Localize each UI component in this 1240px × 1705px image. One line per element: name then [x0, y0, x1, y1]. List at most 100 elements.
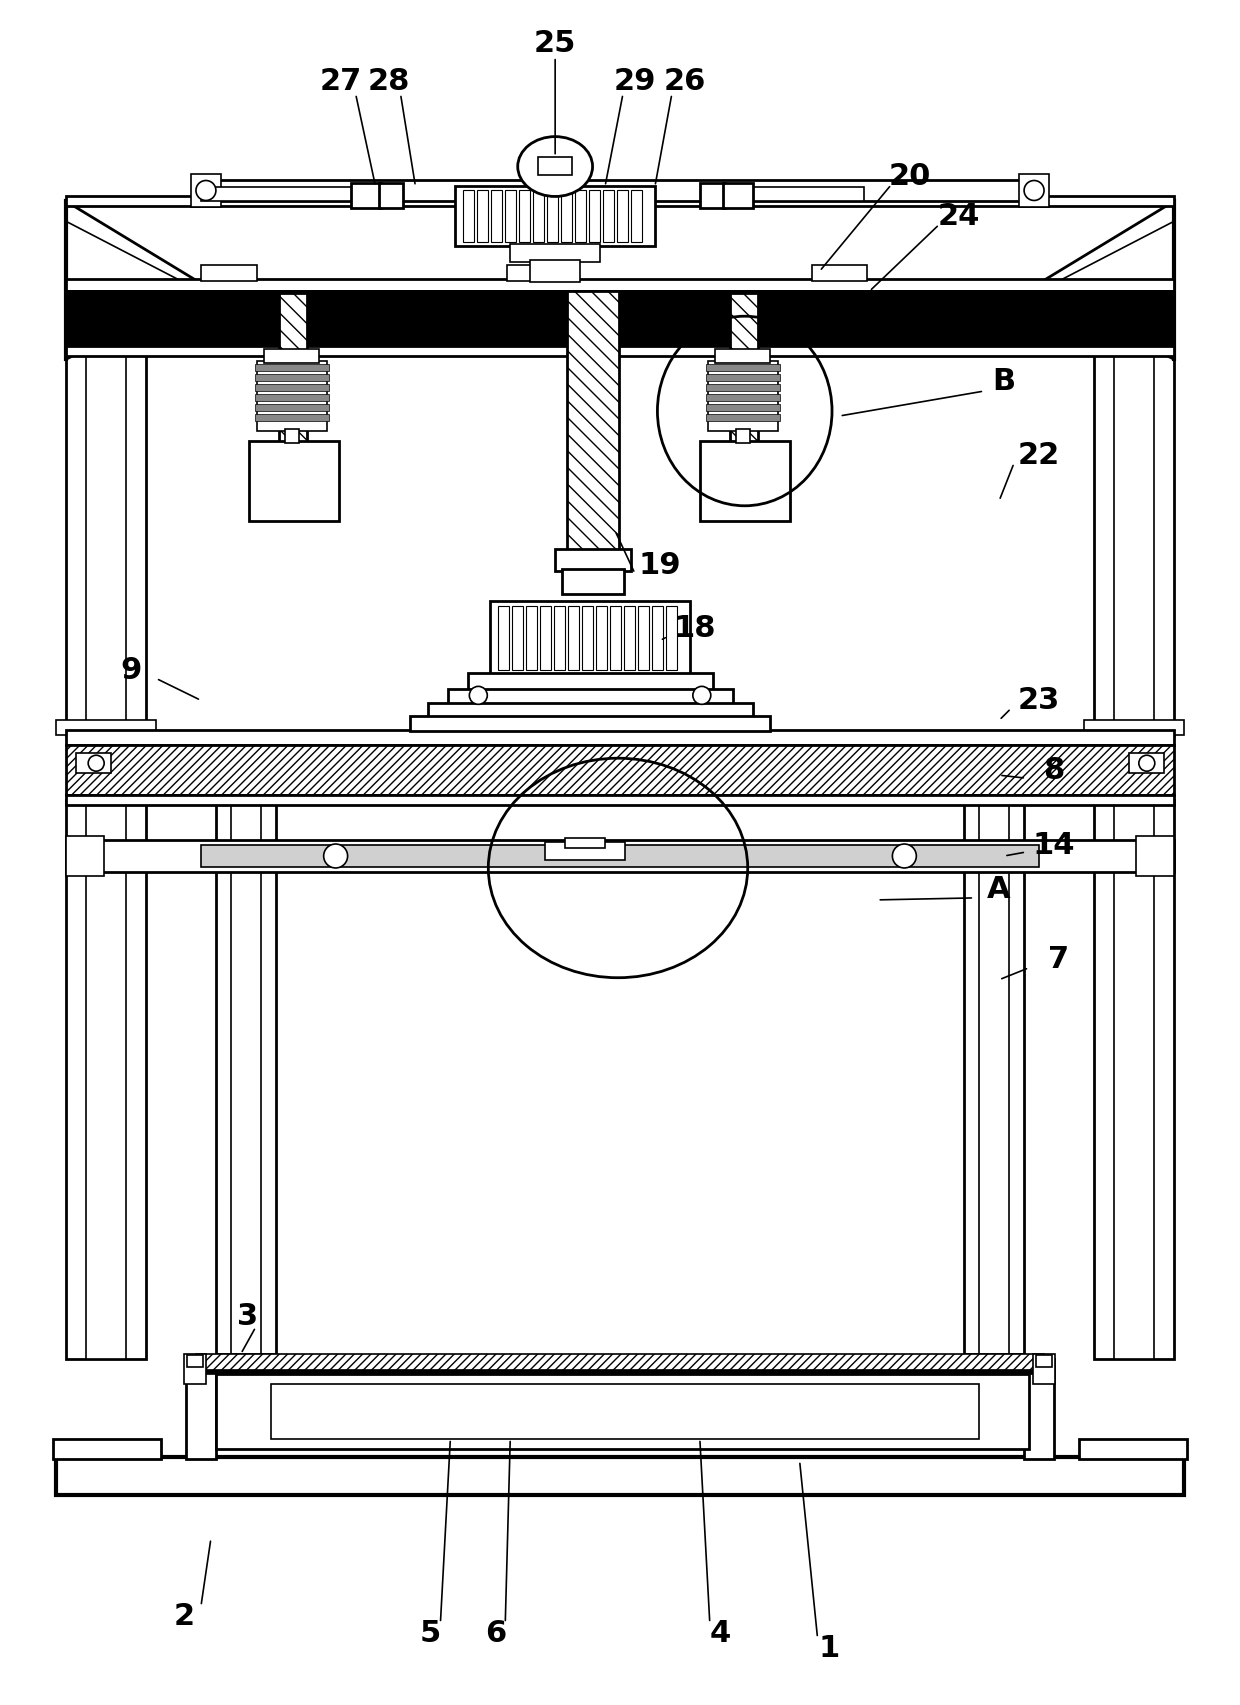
Bar: [66, 795, 1174, 805]
Text: 28: 28: [367, 66, 409, 95]
Text: 6: 6: [485, 1618, 506, 1647]
Bar: [547, 191, 558, 242]
Bar: [589, 191, 600, 242]
Text: 29: 29: [614, 66, 656, 95]
Bar: [596, 605, 608, 670]
Bar: [254, 414, 329, 421]
Text: 4: 4: [709, 1618, 730, 1647]
Bar: [254, 404, 329, 411]
Bar: [699, 442, 790, 520]
Bar: [254, 365, 329, 372]
Bar: [216, 800, 275, 1354]
Text: 19: 19: [639, 551, 681, 580]
Bar: [533, 191, 544, 242]
Text: 18: 18: [673, 614, 715, 643]
Bar: [706, 394, 780, 401]
Bar: [624, 605, 635, 670]
Text: 8: 8: [1043, 755, 1065, 784]
Bar: [76, 754, 112, 772]
Bar: [1136, 835, 1174, 876]
Bar: [505, 191, 516, 242]
Bar: [231, 800, 260, 1354]
Bar: [66, 800, 146, 1359]
Bar: [196, 1354, 1044, 1373]
Bar: [66, 730, 1174, 745]
Bar: [187, 1355, 203, 1367]
Circle shape: [324, 844, 347, 868]
Bar: [184, 1354, 206, 1384]
Bar: [87, 800, 126, 1359]
Bar: [526, 605, 537, 670]
Bar: [652, 605, 663, 670]
Bar: [285, 430, 299, 443]
Bar: [196, 1369, 1044, 1374]
Circle shape: [893, 844, 916, 868]
Bar: [980, 800, 1009, 1354]
Text: 3: 3: [237, 1303, 258, 1332]
Bar: [582, 605, 593, 670]
Ellipse shape: [518, 136, 593, 196]
Text: 22: 22: [1018, 442, 1060, 471]
Bar: [1094, 351, 1174, 735]
Bar: [1114, 800, 1153, 1359]
Bar: [714, 350, 770, 363]
Bar: [706, 414, 780, 421]
Bar: [1079, 1439, 1187, 1459]
Bar: [546, 842, 625, 859]
Bar: [66, 745, 1174, 795]
Bar: [541, 605, 551, 670]
Bar: [249, 442, 339, 520]
Text: 1: 1: [818, 1633, 841, 1662]
Bar: [66, 841, 1174, 871]
Text: 25: 25: [534, 29, 577, 58]
Bar: [708, 361, 777, 431]
Bar: [666, 605, 677, 670]
Bar: [270, 1384, 980, 1439]
Bar: [706, 365, 780, 372]
Text: 24: 24: [937, 201, 981, 230]
Bar: [254, 384, 329, 390]
Bar: [56, 1456, 1184, 1495]
Bar: [491, 191, 502, 242]
Bar: [562, 569, 624, 593]
Bar: [556, 549, 631, 571]
Bar: [87, 351, 126, 735]
Bar: [71, 293, 1169, 344]
Bar: [631, 191, 642, 242]
Circle shape: [693, 687, 711, 704]
Bar: [201, 188, 356, 201]
Text: 9: 9: [120, 656, 141, 685]
Bar: [575, 191, 587, 242]
Bar: [66, 351, 146, 735]
Circle shape: [469, 687, 487, 704]
Bar: [201, 266, 257, 281]
Bar: [637, 605, 649, 670]
Bar: [498, 605, 510, 670]
Bar: [429, 704, 753, 718]
Bar: [735, 430, 750, 443]
Bar: [477, 191, 489, 242]
Bar: [507, 266, 563, 281]
Bar: [216, 1374, 1029, 1449]
Bar: [66, 196, 1174, 206]
Text: 26: 26: [663, 66, 706, 95]
Bar: [699, 182, 724, 208]
Text: 7: 7: [1049, 945, 1070, 974]
Bar: [279, 293, 306, 483]
Bar: [723, 182, 753, 208]
Bar: [618, 191, 627, 242]
Bar: [201, 846, 1039, 866]
Bar: [186, 1359, 216, 1459]
Bar: [531, 261, 580, 283]
Bar: [520, 191, 531, 242]
Bar: [706, 404, 780, 411]
Bar: [469, 673, 713, 691]
Bar: [1084, 720, 1184, 735]
Bar: [351, 182, 381, 208]
Bar: [706, 384, 780, 390]
Bar: [706, 373, 780, 380]
Bar: [455, 186, 655, 246]
Bar: [811, 266, 868, 281]
Bar: [567, 292, 619, 551]
Circle shape: [196, 181, 216, 201]
